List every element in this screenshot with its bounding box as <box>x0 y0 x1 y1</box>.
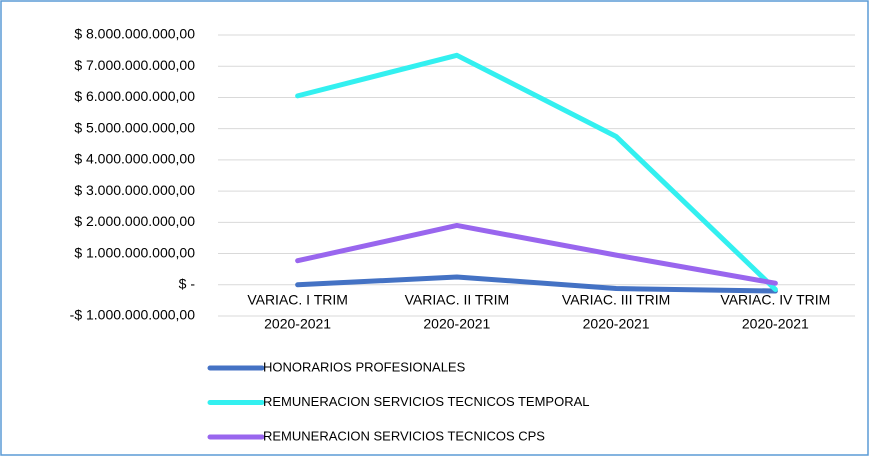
y-tick-label: $ 2.000.000.000,00 <box>74 213 195 229</box>
y-tick-label: $ 3.000.000.000,00 <box>74 182 195 198</box>
x-tick-label: VARIAC. II TRIM <box>405 292 510 308</box>
x-tick-label: 2020-2021 <box>583 316 650 332</box>
y-tick-label: $ 7.000.000.000,00 <box>74 57 195 73</box>
x-tick-label: 2020-2021 <box>423 316 490 332</box>
series-line <box>295 222 778 286</box>
legend-label: HONORARIOS PROFESIONALES <box>263 359 466 374</box>
y-tick-label: $ 8.000.000.000,00 <box>74 26 195 42</box>
legend-label: REMUNERACION SERVICIOS TECNICOS TEMPORAL <box>263 394 590 409</box>
x-tick-label: VARIAC. III TRIM <box>562 292 670 308</box>
x-tick-label: 2020-2021 <box>264 316 331 332</box>
y-tick-label: $ 4.000.000.000,00 <box>74 151 195 167</box>
series-line <box>295 52 778 292</box>
x-tick-label: 2020-2021 <box>742 316 809 332</box>
y-tick-label: $ - <box>179 275 196 291</box>
x-tick-label: VARIAC. IV TRIM <box>720 292 830 308</box>
y-tick-label: $ 5.000.000.000,00 <box>74 119 195 135</box>
x-tick-label: VARIAC. I TRIM <box>247 292 348 308</box>
y-tick-label: $ 1.000.000.000,00 <box>74 244 195 260</box>
series-line <box>295 274 778 294</box>
y-tick-label: -$ 1.000.000.000,00 <box>70 307 196 323</box>
y-tick-label: $ 6.000.000.000,00 <box>74 88 195 104</box>
legend-label: REMUNERACION SERVICIOS TECNICOS CPS <box>263 428 545 443</box>
